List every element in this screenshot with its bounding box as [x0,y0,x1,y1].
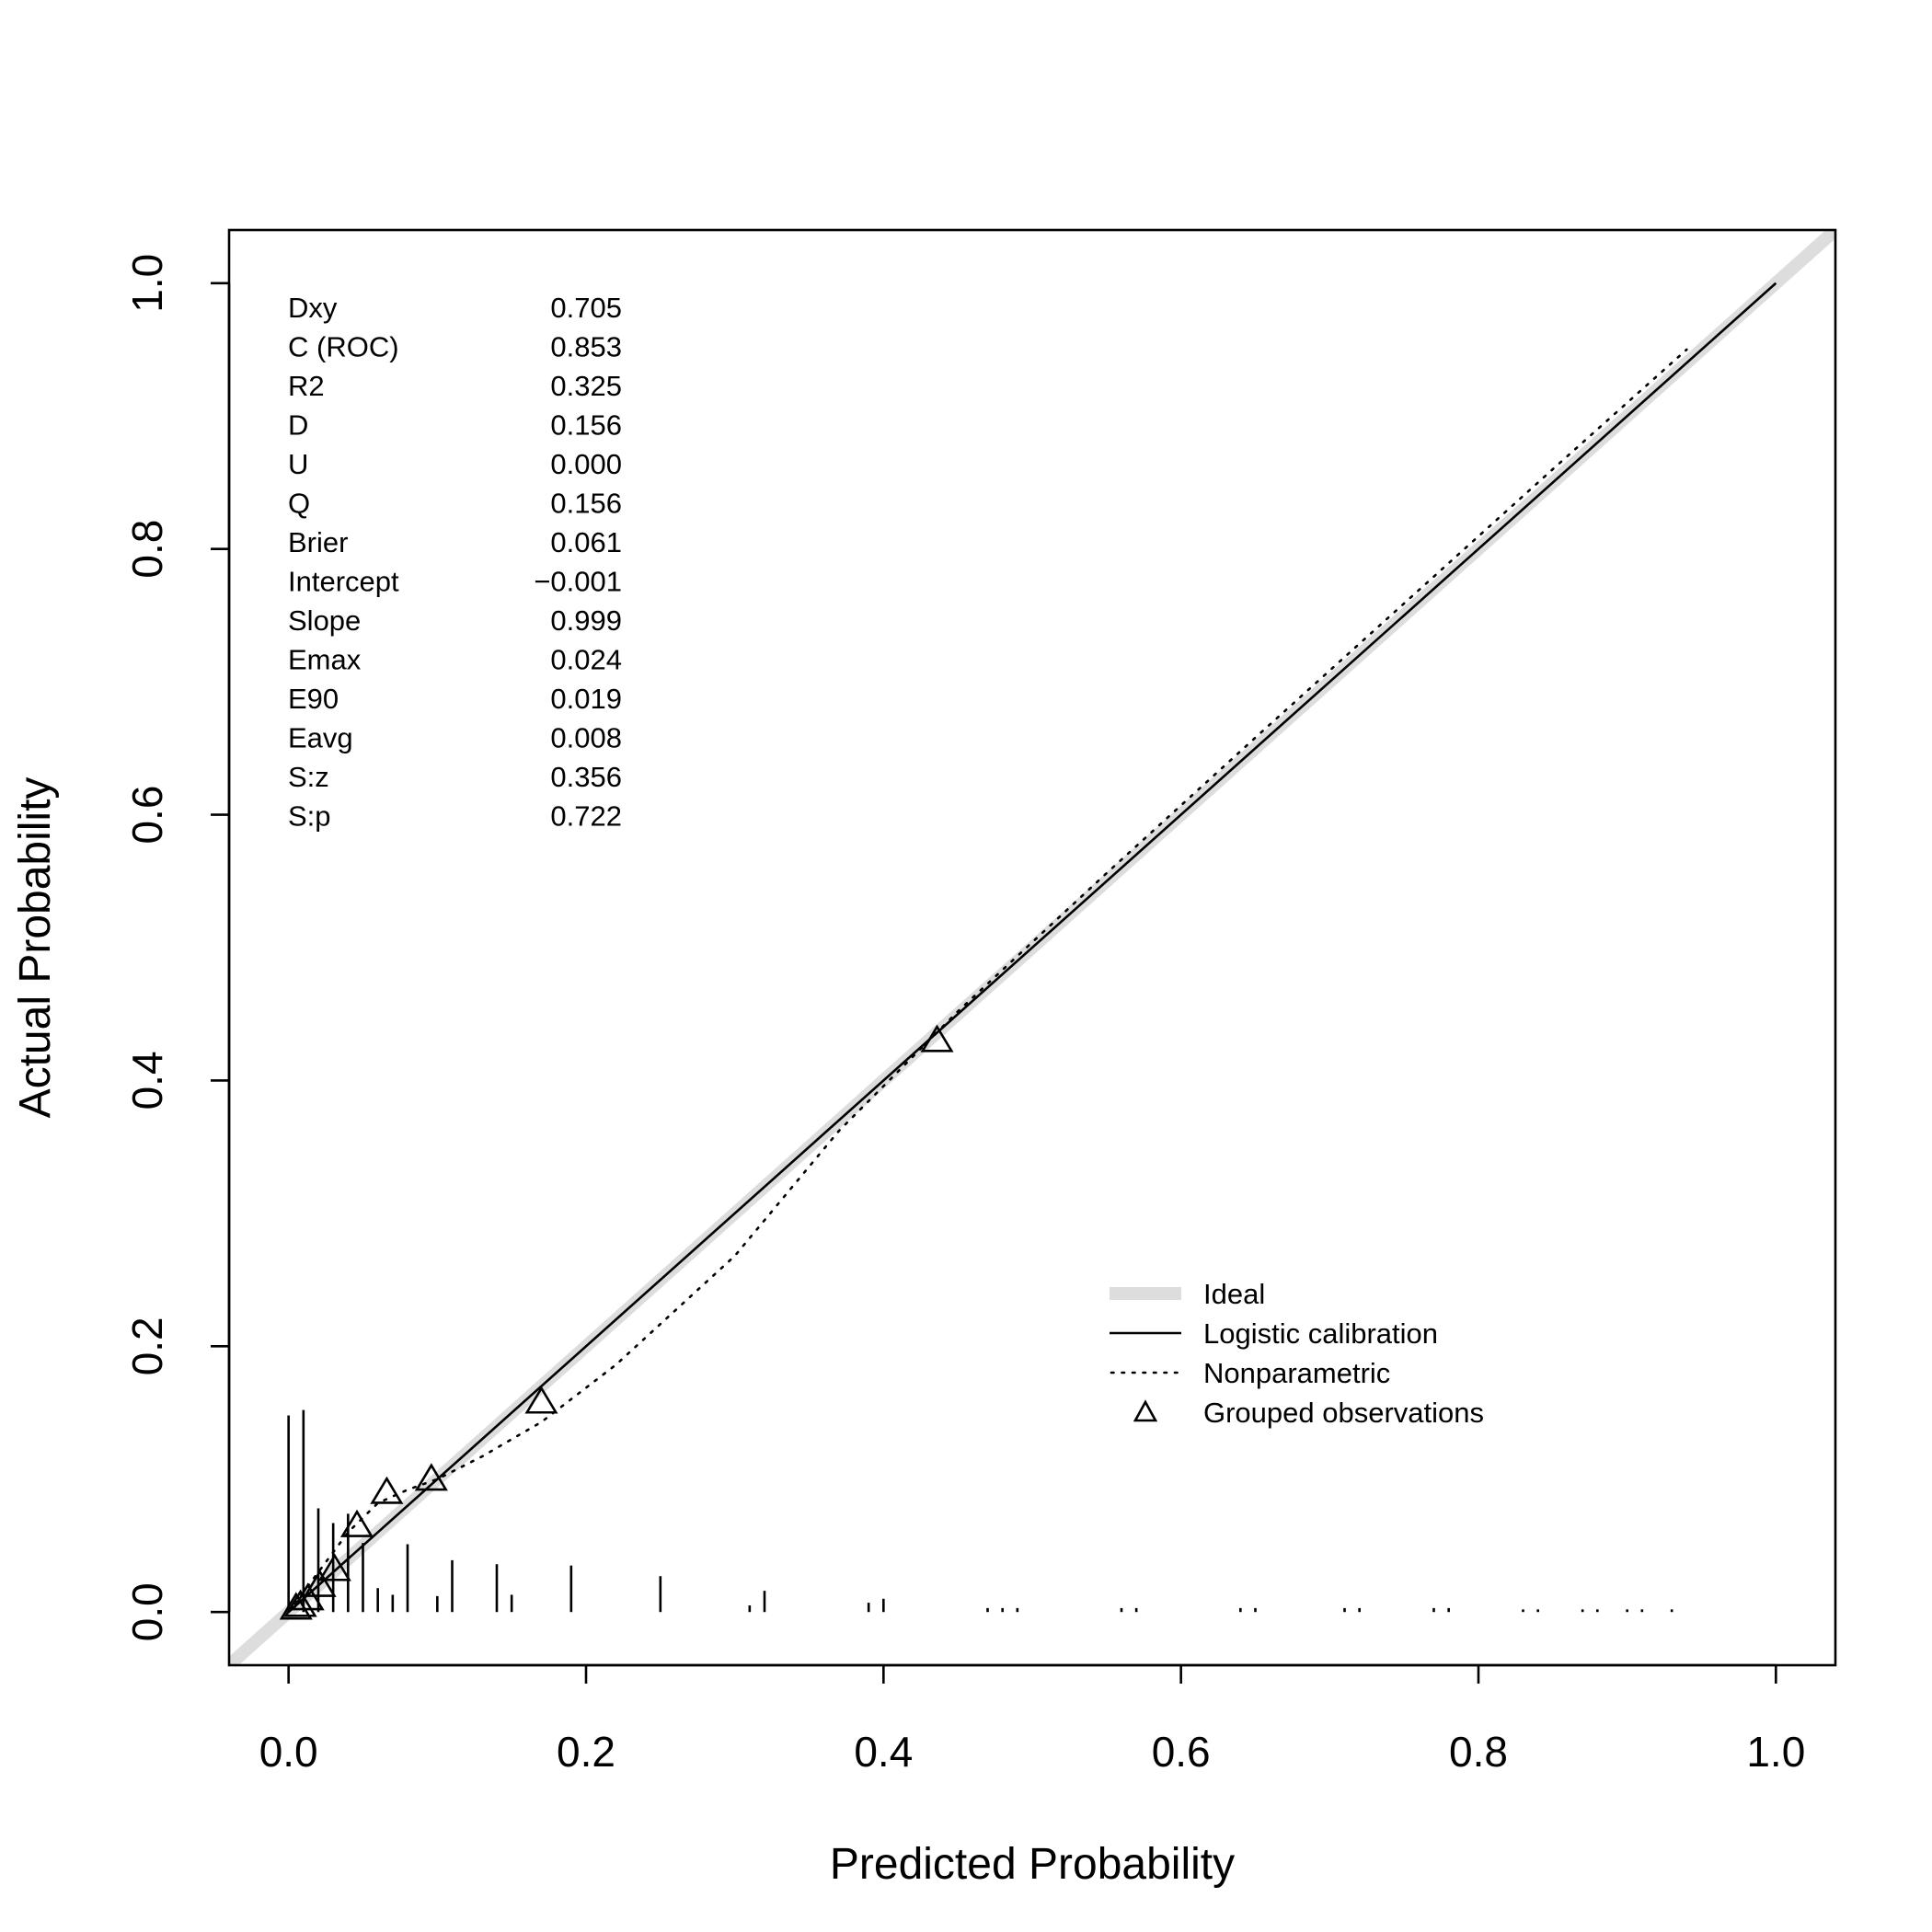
stat-label: Dxy [288,292,338,324]
stat-label: Emax [288,644,362,676]
y-axis-title: Actual Probability [11,777,60,1119]
stat-label: Intercept [288,566,399,598]
stat-label: S:z [288,761,329,793]
grouped-observation-point [920,1024,954,1052]
stat-value: 0.061 [550,526,622,558]
stat-label: E90 [288,683,339,715]
x-tick-label: 1.0 [1746,1728,1805,1776]
stat-label: R2 [288,370,325,402]
stat-label: D [288,409,308,442]
x-axis: 0.0 0.2 0.4 0.6 0.8 1.0 [259,1663,1805,1776]
plot-content [229,230,1835,1665]
stat-label: S:p [288,800,331,833]
legend: Ideal Logistic calibration Nonparametric… [1110,1278,1484,1429]
stat-value: 0.156 [550,488,622,520]
stat-value: 0.019 [550,683,622,715]
stat-value: 0.999 [550,604,622,637]
y-tick-label: 0.8 [123,520,171,579]
legend-grouped-label: Grouped observations [1203,1397,1484,1429]
x-tick-label: 0.2 [557,1728,615,1776]
stat-value: 0.000 [550,448,622,480]
legend-ideal-label: Ideal [1203,1278,1265,1310]
y-axis: 0.0 0.2 0.4 0.6 0.8 1.0 [123,254,231,1641]
y-tick-label: 0.0 [123,1582,171,1641]
nonparametric-line [287,348,1688,1614]
stat-label: Brier [288,526,348,558]
legend-triangle-icon [1133,1399,1158,1422]
stat-label: C (ROC) [288,331,399,363]
stat-label: U [288,448,308,480]
logistic-calibration-line [287,282,1777,1614]
spike-histogram [287,1409,1673,1613]
stat-value: 0.722 [550,800,622,833]
grouped-observation-point [279,1592,313,1620]
grouped-observation-point [317,1553,351,1581]
stat-value: 0.008 [550,722,622,754]
grouped-observation-point [283,1589,317,1617]
x-tick-label: 0.6 [1152,1728,1211,1776]
stat-label: Q [288,488,310,520]
stat-value: −0.001 [534,566,622,598]
grouped-observation-point [370,1476,404,1504]
stat-value: 0.356 [550,761,622,793]
grouped-observation-point [524,1386,558,1414]
x-tick-label: 0.0 [259,1728,318,1776]
x-tick-label: 0.4 [854,1728,913,1776]
grouped-observation-point [291,1582,325,1611]
y-tick-label: 1.0 [123,254,171,313]
y-tick-label: 0.2 [123,1317,171,1375]
stat-label: Eavg [288,722,353,754]
grouped-observation-point [303,1569,337,1597]
stat-label: Slope [288,604,361,637]
grouped-observation-point [414,1463,448,1491]
y-tick-label: 0.4 [123,1051,171,1110]
stat-value: 0.156 [550,409,622,442]
grouped-observation-point [339,1509,374,1537]
y-tick-label: 0.6 [123,786,171,845]
grouped-observations [279,1024,954,1620]
x-tick-label: 0.8 [1449,1728,1508,1776]
stats-table: Dxy 0.705 C (ROC) 0.853 R2 0.325 D 0.156 U 0.000 Q… [288,292,622,833]
stat-value: 0.705 [550,292,622,324]
legend-nonparametric-label: Nonparametric [1203,1357,1390,1389]
x-axis-title: Predicted Probability [830,1840,1235,1889]
stat-value: 0.024 [550,644,622,676]
stat-value: 0.325 [550,370,622,402]
stat-value: 0.853 [550,331,622,363]
legend-logistic-label: Logistic calibration [1203,1317,1438,1350]
